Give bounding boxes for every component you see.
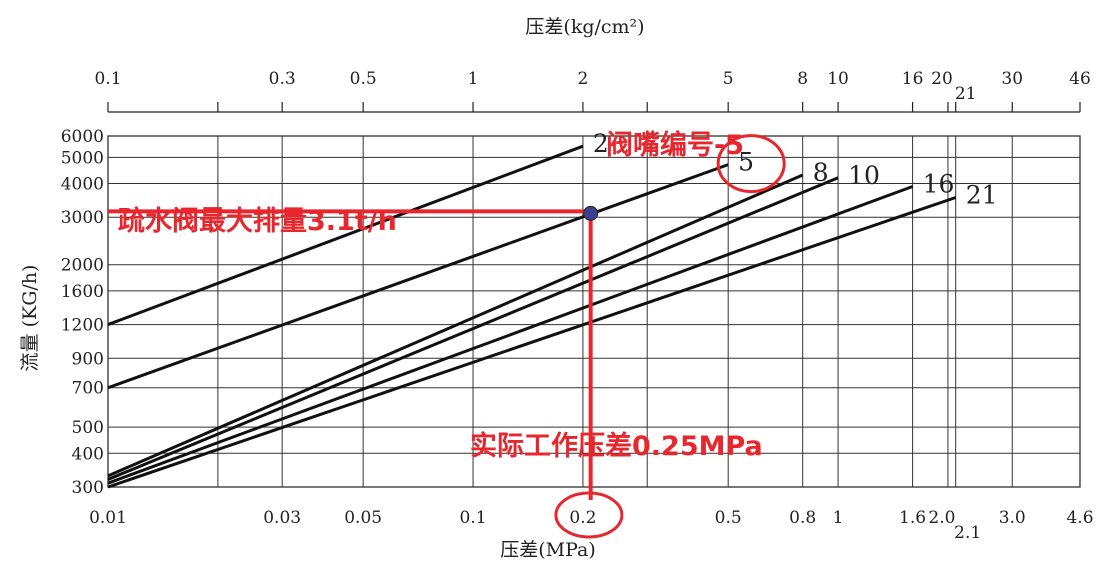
bottom-tick-label: 0.5 — [715, 508, 742, 528]
series-label-21: 21 — [966, 180, 998, 209]
annotations — [108, 134, 786, 539]
y-tick-label: 4000 — [61, 175, 104, 195]
bottom-tick-label: 0.03 — [263, 508, 301, 528]
y-tick-label: 300 — [72, 478, 104, 498]
series-label-5: 5 — [738, 148, 754, 177]
bottom-tick-label: 1 — [833, 508, 844, 528]
series-label-2: 2 — [593, 129, 609, 158]
y-axis: 300 400 500 700 900 1200 1600 2000 3000 4000 50006… — [61, 127, 104, 498]
y-tick-label: 3000 — [61, 208, 104, 228]
top-tick-label: 1 — [468, 69, 479, 89]
grid — [107, 135, 1081, 488]
top-tick-label: 10 — [827, 69, 849, 89]
series-label-16: 16 — [923, 169, 955, 198]
series-label-10: 10 — [848, 161, 880, 190]
bottom-tick-label: 2.1 — [954, 523, 981, 543]
max-flow-label: 疏水阀最大排量3.1t/h — [118, 205, 397, 237]
pressure-label: 实际工作压差0.25MPa — [470, 430, 763, 462]
bottom-tick-label: 0.01 — [89, 508, 127, 528]
top-tick-label: 20 — [931, 69, 953, 89]
bottom-tick-label: 0.2 — [569, 508, 596, 528]
y-tick-label: 1600 — [61, 282, 104, 302]
series-lines — [107, 144, 957, 489]
top-tick-label: 2 — [578, 69, 589, 89]
top-tick-label: 0.3 — [269, 69, 296, 89]
y-axis-title: 流量 (KG/h) — [19, 265, 41, 372]
y-tick-label: 900 — [72, 349, 104, 369]
top-tick-label: 0.1 — [94, 69, 121, 89]
series-line-21 — [107, 196, 957, 489]
bottom-tick-label: 4.6 — [1066, 508, 1093, 528]
series-line-5 — [107, 163, 729, 390]
bottom-axis-title: 压差(MPa) — [500, 539, 596, 561]
bottom-tick-label: 0.05 — [344, 508, 382, 528]
series-line-16 — [107, 185, 914, 485]
y-tick-label: 1200 — [61, 316, 104, 336]
top-axis-title: 压差(kg/cm²) — [525, 16, 644, 38]
top-tick-label: 21 — [955, 84, 977, 104]
bottom-tick-label: 1.6 — [899, 508, 926, 528]
top-tick-label: 30 — [1001, 69, 1023, 89]
bottom-tick-label: 0.1 — [460, 508, 487, 528]
operating-point-marker — [583, 205, 599, 221]
series-labels: 2 5 8 10 16 21 — [593, 129, 998, 209]
nozzle-label: 阀嘴编号-5 — [606, 129, 744, 161]
top-tick-label: 46 — [1069, 69, 1091, 89]
series-line-8 — [107, 173, 804, 478]
y-tick-label: 400 — [72, 444, 104, 464]
series-5-circle — [716, 134, 786, 194]
tick-0-2-circle — [554, 491, 624, 539]
bottom-axis: 0.01 0.03 0.05 0.1 0.2 0.5 0.8 1 1.6 2.02.1 3.0 4.6 — [89, 508, 1093, 543]
y-tick-label: 5000 — [61, 148, 104, 168]
series-line-2 — [107, 144, 584, 326]
top-tick-label: 0.5 — [350, 69, 377, 89]
y-tick-label: 500 — [72, 418, 104, 438]
bottom-tick-label: 0.8 — [789, 508, 816, 528]
y-tick-label: 6000 — [61, 127, 104, 147]
series-label-8: 8 — [813, 158, 829, 187]
top-tick-label: 5 — [723, 69, 734, 89]
y-tick-label: 2000 — [61, 256, 104, 276]
top-tick-label: 8 — [797, 69, 808, 89]
series-line-10 — [107, 176, 839, 481]
top-tick-label: 16 — [902, 69, 924, 89]
bottom-tick-label: 3.0 — [999, 508, 1026, 528]
y-tick-label: 700 — [72, 379, 104, 399]
bottom-tick-label: 2.0 — [928, 508, 955, 528]
